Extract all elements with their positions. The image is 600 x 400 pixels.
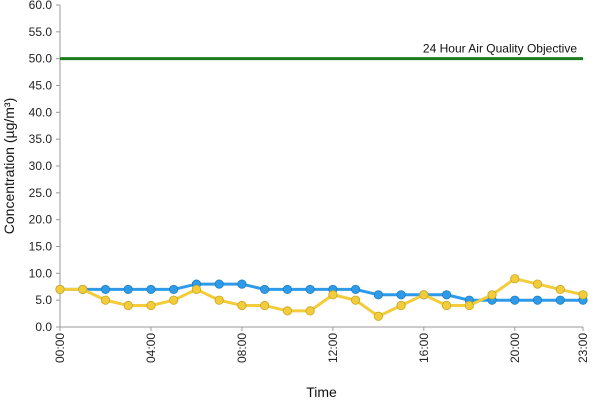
reference-line-label: 24 Hour Air Quality Objective — [423, 42, 577, 56]
y-tick-label: 15.0 — [29, 240, 53, 254]
series-2-point — [100, 295, 111, 305]
series-1-point — [169, 284, 179, 295]
series-group — [55, 274, 588, 321]
y-tick-label: 40.0 — [29, 105, 53, 119]
y-tick-label: 20.0 — [29, 213, 53, 227]
series-2-point — [260, 300, 270, 311]
y-tick-label: 30.0 — [29, 159, 53, 173]
series-1-point — [237, 279, 247, 289]
series-1-point — [373, 290, 383, 300]
series-2-point — [55, 284, 65, 295]
series-2-point — [191, 284, 202, 295]
series-2-point — [373, 311, 383, 321]
series-1-point — [555, 295, 565, 305]
series-2-point — [555, 284, 565, 295]
series-2-point — [396, 300, 406, 311]
series-1-point — [260, 284, 270, 295]
y-tick-label: 10.0 — [29, 266, 53, 280]
x-axis-title: Time — [306, 384, 337, 400]
series-2-point — [441, 300, 452, 311]
series-2-point — [146, 300, 156, 311]
series-2-point — [305, 306, 315, 316]
series-1-point — [282, 284, 292, 295]
y-tick-labels: 0.0 5.0 10.0 15.0 20.0 25.0 30.0 35.0 40.0 45.0 50… — [29, 0, 53, 334]
x-tick-label: 12:00 — [326, 333, 340, 363]
series-2-point — [237, 300, 247, 311]
series-line-2 — [60, 277, 584, 319]
x-tick-label: 00:00 — [53, 333, 67, 363]
series-1-point — [351, 284, 361, 295]
series-2-point — [510, 274, 520, 284]
x-tick-label: 23:00 — [576, 333, 590, 363]
x-tick-label: 20:00 — [508, 333, 522, 363]
series-2-point — [123, 300, 133, 311]
y-tick-label: 60.0 — [29, 0, 53, 12]
y-tick-label: 50.0 — [29, 52, 53, 66]
series-1-point — [305, 284, 315, 295]
series-1-point — [146, 284, 156, 295]
series-2-point — [282, 306, 292, 316]
y-tick-label: 25.0 — [29, 186, 53, 200]
y-tick-label: 55.0 — [29, 25, 53, 39]
series-1-point — [510, 295, 520, 305]
series-1-point — [441, 290, 452, 300]
series-2-point — [214, 295, 224, 305]
series-1-point — [532, 295, 543, 305]
x-tick-label: 16:00 — [417, 333, 431, 363]
series-1-point — [100, 284, 111, 295]
x-tick-labels: 00:00 04:00 08:00 12:00 16:00 20:00 23:00 — [53, 333, 590, 363]
y-tick-label: 0.0 — [35, 320, 52, 334]
y-axis-title: Concentration (µg/m³) — [1, 98, 17, 234]
y-tick-label: 45.0 — [29, 79, 53, 93]
series-2-point — [419, 290, 429, 300]
y-tick-label: 35.0 — [29, 132, 53, 146]
y-tick-label: 5.0 — [35, 293, 52, 307]
series-1-point — [123, 284, 133, 295]
series-2-point — [169, 295, 179, 305]
series-2-point — [578, 290, 588, 300]
series-1-point — [396, 290, 406, 300]
reference-line-group: 24 Hour Air Quality Objective — [60, 42, 583, 61]
series-2-point — [487, 290, 497, 300]
x-tick-label: 08:00 — [235, 333, 249, 363]
x-tick-label: 04:00 — [144, 333, 158, 363]
series-2-point — [328, 290, 338, 300]
series-2-point — [464, 300, 474, 311]
series-2-point — [78, 284, 88, 295]
series-2-point — [532, 279, 543, 289]
series-1-point — [214, 279, 224, 289]
series-2-point — [351, 295, 361, 305]
